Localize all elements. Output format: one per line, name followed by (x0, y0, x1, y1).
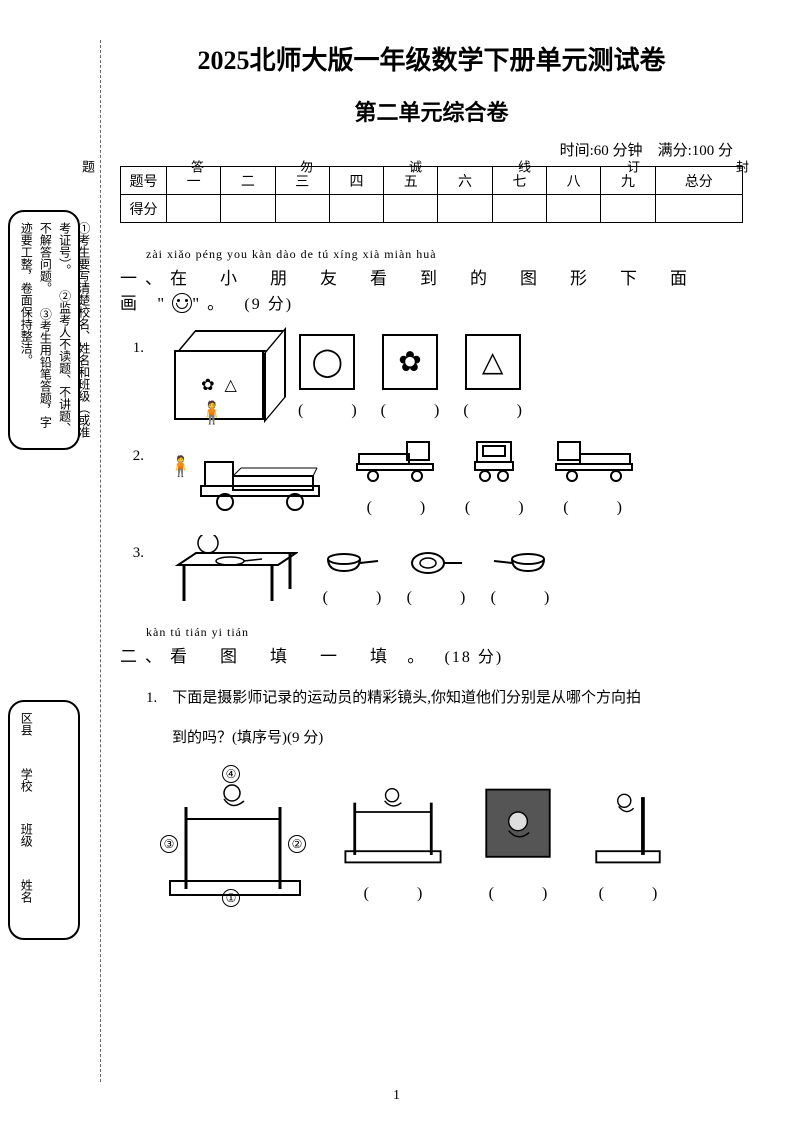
answer-blank[interactable]: ( ) (338, 879, 448, 903)
label-2: ② (288, 835, 306, 853)
exam-timing: 时间:60 分钟 满分:100 分 (120, 139, 743, 160)
section2-head: 二、看 图 填 一 填 。 (18 分) (120, 642, 743, 667)
answer-blank[interactable]: ( ) (351, 493, 441, 517)
option: ✿ ( ) (381, 334, 440, 420)
pan-view (322, 549, 382, 577)
fold-line (100, 40, 101, 1082)
cube-figure: ✿△ 🧍 (168, 330, 274, 420)
pinyin: kàn tú tián yi tián (146, 625, 743, 640)
exam-title: 2025北师大版一年级数学下册单元测试卷 (120, 40, 743, 77)
q2-line1: 1. 下面是摄影师记录的运动员的精彩镜头,你知道他们分别是从哪个方向拍 (146, 683, 743, 713)
head-text: 二、看 图 填 一 填 。 (120, 647, 432, 666)
qnum: 1. (120, 330, 144, 357)
option: ( ) (490, 549, 550, 607)
info-school: 学校 (16, 768, 35, 818)
answer-blank[interactable]: ( ) (406, 583, 466, 607)
score-table: 题号 一 二 三 四 五 六 七 八 九 总分 得分 (120, 166, 743, 223)
fold-markers: 封 订 线 诚 勿 答 题 (78, 160, 751, 173)
info-county: 区县 (16, 712, 35, 762)
pan-view (490, 549, 550, 577)
q2-line2: 到的吗？(填序号)(9 分) (172, 723, 743, 753)
truck-view (469, 438, 519, 482)
marker: 订 (623, 160, 642, 173)
option: ( ) (465, 438, 524, 517)
child-icon: 🧍 (168, 456, 193, 478)
answer-blank[interactable]: ( ) (548, 493, 638, 517)
section1-head: 一、在 小 朋 友 看 到 的 图 形 下 面 画 ""。 (9 分) (120, 264, 743, 314)
flower-icon: ✿ (382, 334, 438, 390)
label-3: ③ (160, 835, 178, 853)
option: ( ) (351, 438, 441, 517)
highjump-row: ④ ③ ② ① ( ) ( ) ( ) (160, 763, 743, 903)
question-row: 2. 🧍 ( ) ( ) ( ) (120, 438, 743, 517)
pan-view (406, 549, 466, 577)
child-icon: 🧍 (198, 400, 225, 426)
points: (18 分) (445, 649, 504, 666)
label-1: ① (222, 889, 240, 907)
option: △ ( ) (463, 334, 522, 420)
answer-blank[interactable]: ( ) (588, 879, 668, 903)
option: ◯ ( ) (298, 334, 357, 420)
table-figure (168, 535, 298, 607)
option: ( ) (548, 438, 638, 517)
answer-blank[interactable]: ( ) (476, 879, 560, 903)
truck-view (351, 438, 441, 482)
question-row: 3. ( ) ( ) ( ) (120, 535, 743, 607)
marker: 勿 (296, 160, 315, 173)
triangle-icon: △ (225, 375, 237, 395)
row-label: 得分 (121, 195, 167, 223)
truck-figure: 🧍 (168, 454, 327, 517)
answer-blank[interactable]: ( ) (322, 583, 382, 607)
answer-blank[interactable]: ( ) (463, 396, 522, 420)
left-gutter: 封 订 线 诚 勿 答 题 ①考生要写清楚校名、姓名和班级（或准考证号）。 ②监… (0, 0, 110, 1122)
answer-blank[interactable]: ( ) (490, 583, 550, 607)
answer-blank[interactable]: ( ) (465, 493, 524, 517)
student-info-box: 区县 学校 班级 姓名 (8, 700, 80, 940)
info-class: 班级 (16, 823, 35, 873)
notice-text: ①考生要写清楚校名、姓名和班级（或准考证号）。 ②监考人不读题、不讲题、不解答问… (16, 222, 93, 438)
qnum: 3. (120, 535, 144, 562)
score-value: 100 分 (692, 143, 733, 159)
smiley-icon (172, 293, 192, 313)
marker: 线 (514, 160, 533, 173)
view-option: ( ) (588, 784, 668, 903)
highjump-main: ④ ③ ② ① (160, 763, 310, 903)
head-suffix: "。 (192, 294, 232, 313)
view-option: ( ) (476, 784, 560, 903)
score-label: 满分: (658, 143, 692, 159)
option: ( ) (322, 549, 382, 607)
option: ( ) (406, 549, 466, 607)
pinyin: zài xiǎo péng you kàn dào de tú xíng xià… (146, 247, 743, 262)
answer-blank[interactable]: ( ) (381, 396, 440, 420)
triangle-icon: △ (465, 334, 521, 390)
exam-subtitle: 第二单元综合卷 (120, 95, 743, 127)
marker: 封 (732, 160, 751, 173)
table-row: 得分 (121, 195, 743, 223)
marker: 题 (78, 160, 97, 173)
apple-icon: ◯ (299, 334, 355, 390)
question-row: 1. ✿△ 🧍 ◯ ( ) ✿ ( ) △ ( ) (120, 330, 743, 420)
qnum: 2. (120, 438, 144, 465)
info-name: 姓名 (16, 879, 35, 929)
time-label: 时间: (560, 143, 594, 159)
answer-blank[interactable]: ( ) (298, 396, 357, 420)
flower-icon: ✿ (201, 375, 214, 395)
time-value: 60 分钟 (594, 143, 643, 159)
points: (9 分) (244, 296, 293, 313)
marker: 答 (187, 160, 206, 173)
notice-box: ①考生要写清楚校名、姓名和班级（或准考证号）。 ②监考人不读题、不讲题、不解答问… (8, 210, 80, 450)
page-number: 1 (0, 1088, 793, 1104)
truck-view (548, 438, 638, 482)
view-option: ( ) (338, 784, 448, 903)
marker: 诚 (405, 160, 424, 173)
label-4: ④ (222, 765, 240, 783)
